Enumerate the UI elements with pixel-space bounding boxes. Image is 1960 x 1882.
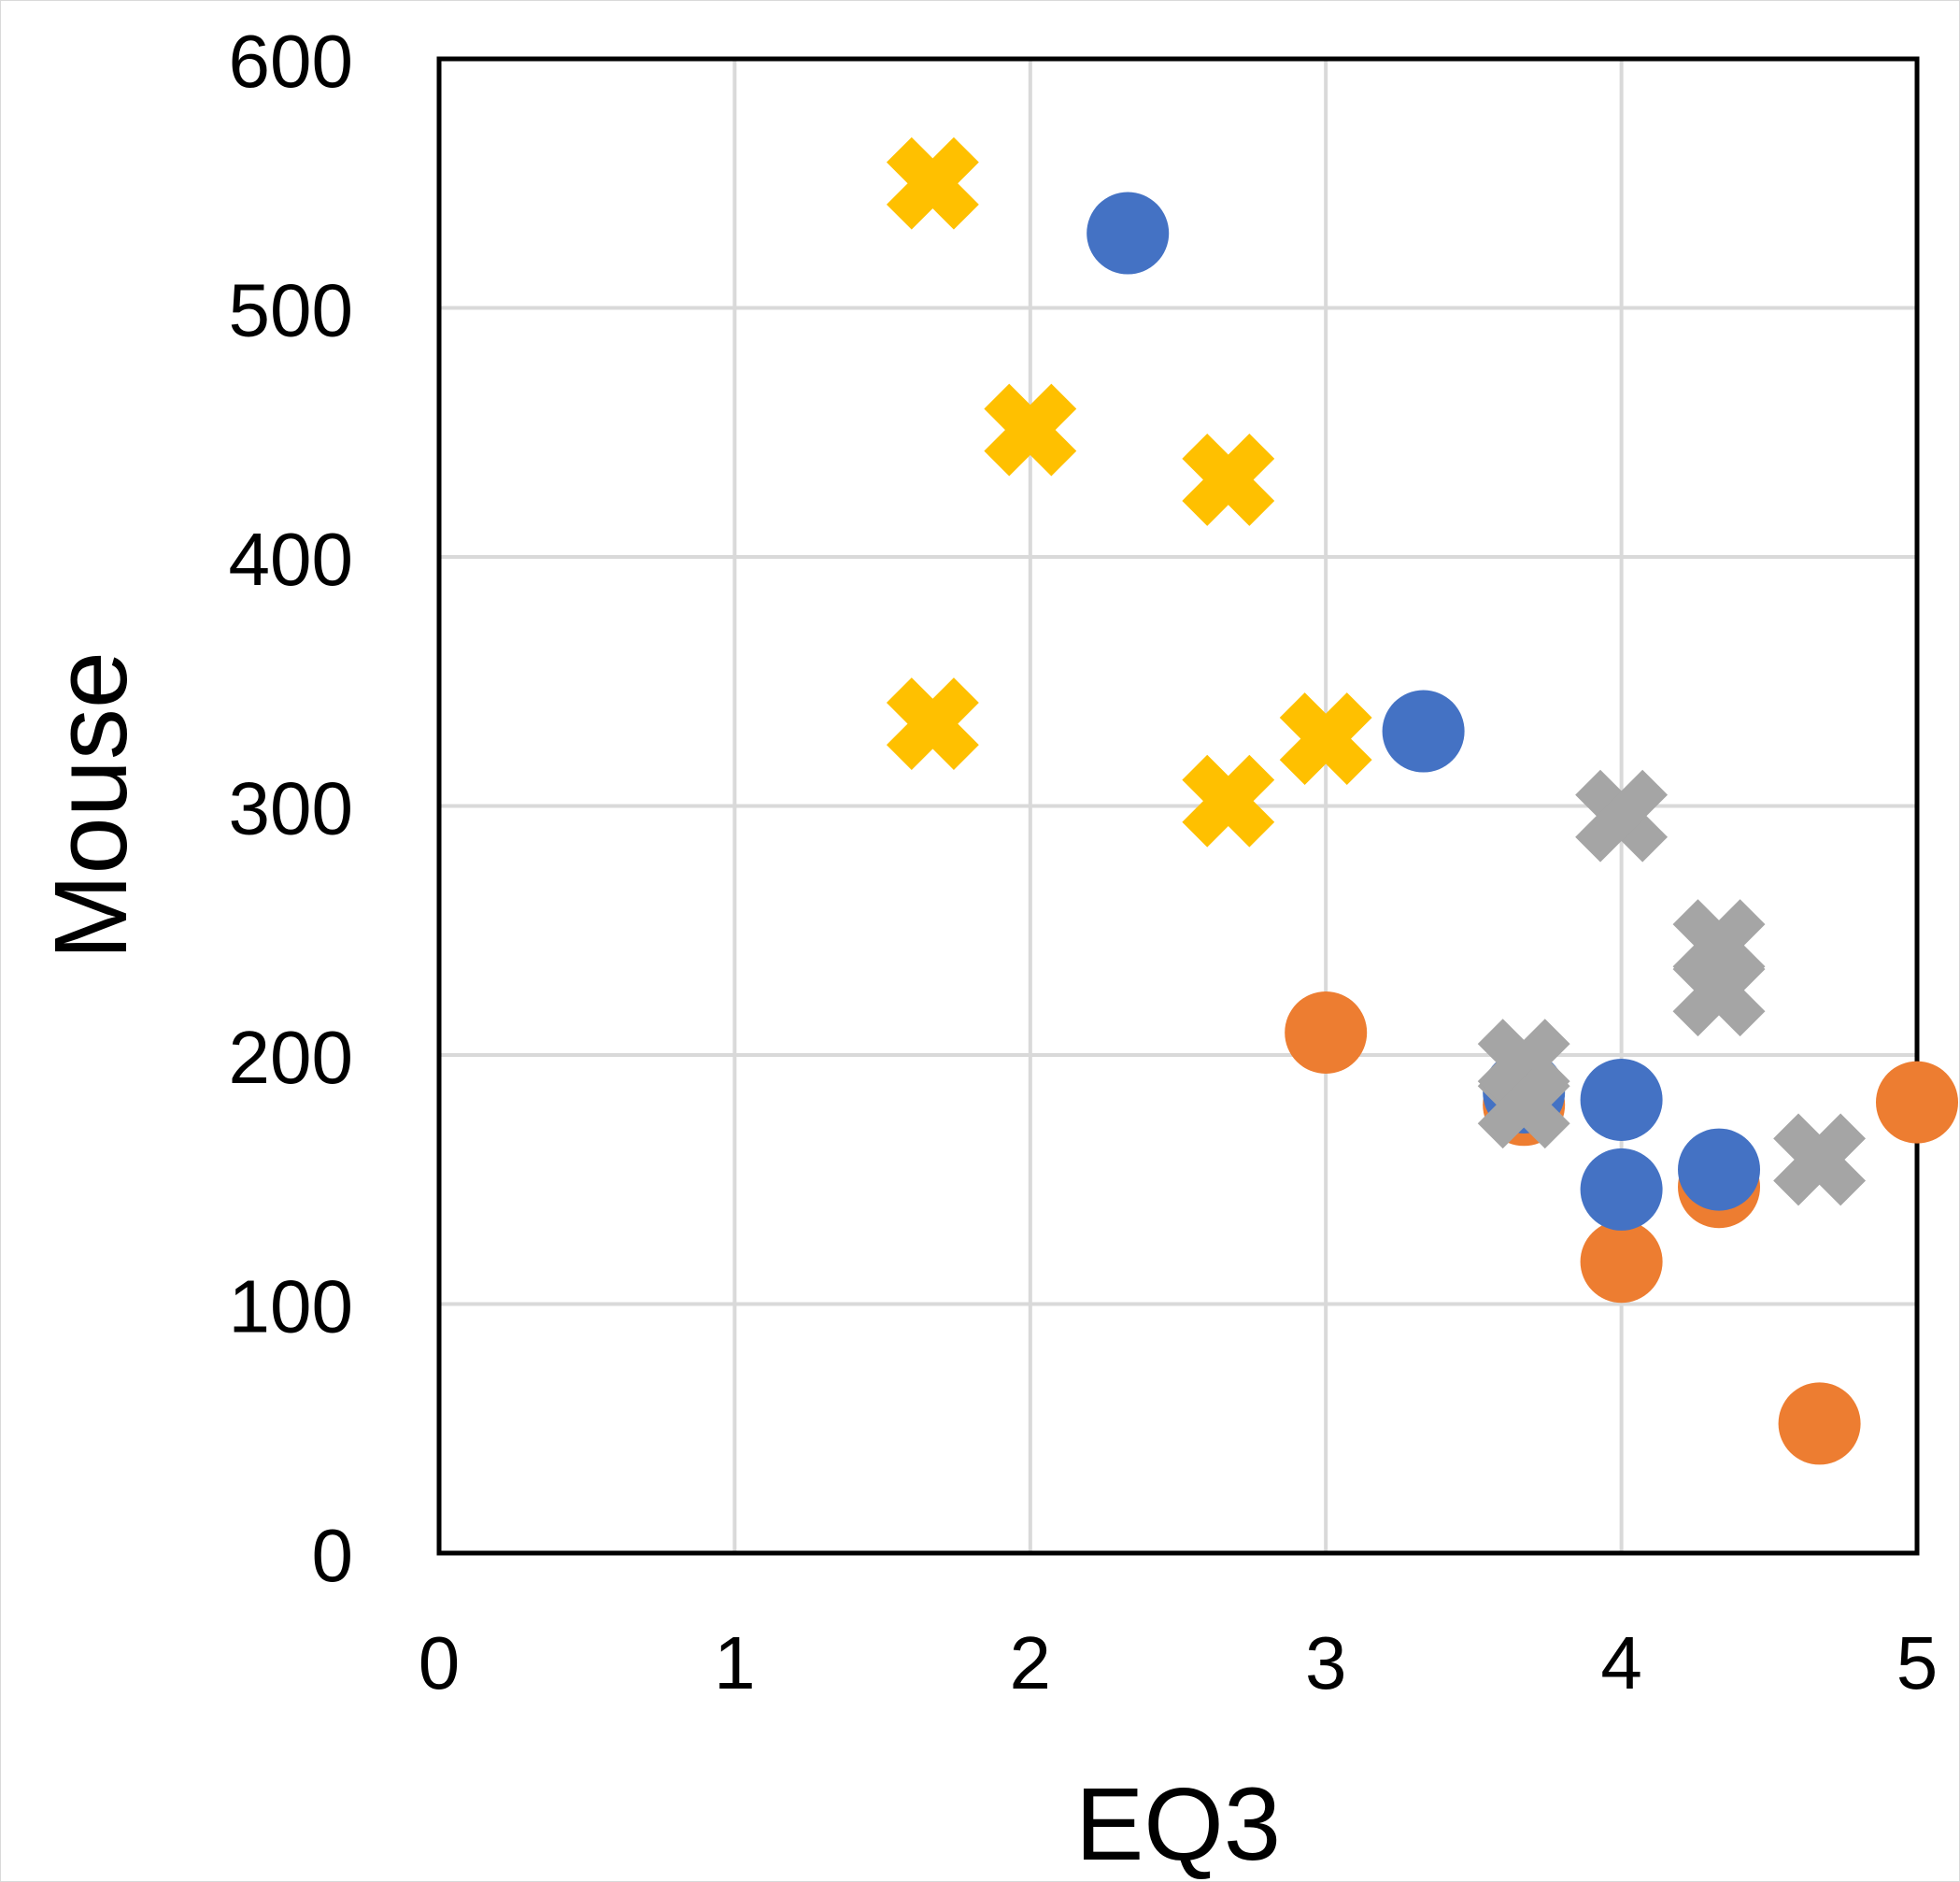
data-point-cross: [984, 383, 1077, 477]
cross-stroke: [886, 136, 979, 230]
data-point-cross: [1477, 1056, 1570, 1149]
cross-stroke: [1182, 433, 1275, 526]
cross-stroke: [1182, 754, 1275, 848]
data-point-circle: [1285, 991, 1368, 1075]
data-point-circle: [1580, 1148, 1663, 1231]
series-3: [886, 136, 1372, 848]
series-4: [1477, 769, 1867, 1206]
y-tick-label: 100: [229, 1265, 353, 1348]
y-tick-label: 200: [229, 1016, 353, 1099]
y-tick-label: 300: [229, 767, 353, 850]
data-point-circle: [1778, 1382, 1861, 1465]
y-axis-title: Mouse: [34, 651, 149, 960]
data-point-cross: [1182, 433, 1275, 526]
data-point-cross: [886, 136, 979, 230]
data-point-cross: [1672, 944, 1766, 1037]
tick-labels: 0 1 2 3 4 5 0 100 200 300 400 500 600: [229, 20, 1939, 1704]
data-point-circle: [1087, 192, 1170, 275]
data-point-circle: [1580, 1058, 1663, 1141]
y-tick-label: 500: [229, 269, 353, 352]
data-point-cross: [1773, 1113, 1867, 1206]
data-point-cross: [1182, 754, 1275, 848]
data-points: [886, 136, 1958, 1465]
cross-stroke: [1672, 944, 1766, 1037]
y-tick-label: 0: [312, 1514, 354, 1597]
data-point-cross: [1575, 769, 1669, 863]
y-tick-label: 600: [229, 20, 353, 103]
x-tick-label: 2: [1010, 1621, 1052, 1704]
x-tick-label: 0: [419, 1621, 461, 1704]
data-point-circle: [1678, 1128, 1761, 1211]
cross-stroke: [1773, 1113, 1867, 1206]
x-tick-label: 1: [714, 1621, 756, 1704]
data-point-circle: [1382, 690, 1465, 773]
cross-stroke: [1279, 692, 1372, 785]
plot-area-border: [436, 56, 1920, 1556]
data-point-circle: [1876, 1061, 1958, 1144]
x-axis-title: EQ3: [1075, 1767, 1281, 1882]
y-tick-label: 400: [229, 518, 353, 601]
data-point-cross: [1279, 692, 1372, 785]
x-tick-label: 5: [1896, 1621, 1939, 1704]
data-point-circle: [1580, 1220, 1663, 1304]
cross-stroke: [886, 677, 979, 770]
cross-stroke: [1575, 769, 1669, 863]
x-tick-label: 4: [1600, 1621, 1642, 1704]
gridlines: [437, 57, 1919, 1555]
cross-stroke: [984, 383, 1077, 477]
x-tick-label: 3: [1305, 1621, 1347, 1704]
data-point-cross: [886, 677, 979, 770]
cross-stroke: [1477, 1056, 1570, 1149]
